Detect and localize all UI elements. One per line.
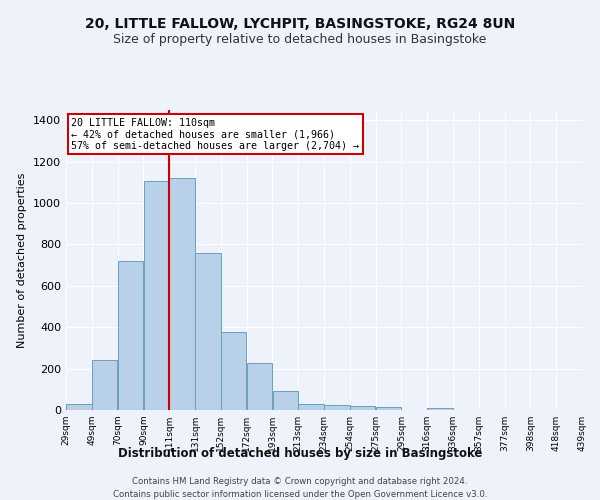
Text: Contains HM Land Registry data © Crown copyright and database right 2024.: Contains HM Land Registry data © Crown c… (132, 478, 468, 486)
Bar (66, 404, 92, 410)
Bar (169, 178, 195, 410)
Bar (272, 392, 298, 410)
Text: 20 LITTLE FALLOW: 110sqm
← 42% of detached houses are smaller (1,966)
57% of sem: 20 LITTLE FALLOW: 110sqm ← 42% of detach… (71, 118, 359, 150)
Bar (221, 332, 247, 410)
Bar (247, 364, 272, 410)
Text: Distribution of detached houses by size in Basingstoke: Distribution of detached houses by size … (118, 448, 482, 460)
Bar (350, 406, 376, 410)
Bar (195, 253, 221, 410)
Bar (324, 405, 350, 410)
Text: Size of property relative to detached houses in Basingstoke: Size of property relative to detached ho… (113, 32, 487, 46)
Text: Contains public sector information licensed under the Open Government Licence v3: Contains public sector information licen… (113, 490, 487, 499)
Bar (118, 261, 143, 410)
Bar (376, 407, 401, 410)
Bar (143, 182, 169, 410)
Text: 20, LITTLE FALLOW, LYCHPIT, BASINGSTOKE, RG24 8UN: 20, LITTLE FALLOW, LYCHPIT, BASINGSTOKE,… (85, 18, 515, 32)
Bar (298, 404, 324, 410)
Bar (92, 360, 118, 410)
Bar (427, 408, 453, 410)
Y-axis label: Number of detached properties: Number of detached properties (17, 172, 28, 348)
